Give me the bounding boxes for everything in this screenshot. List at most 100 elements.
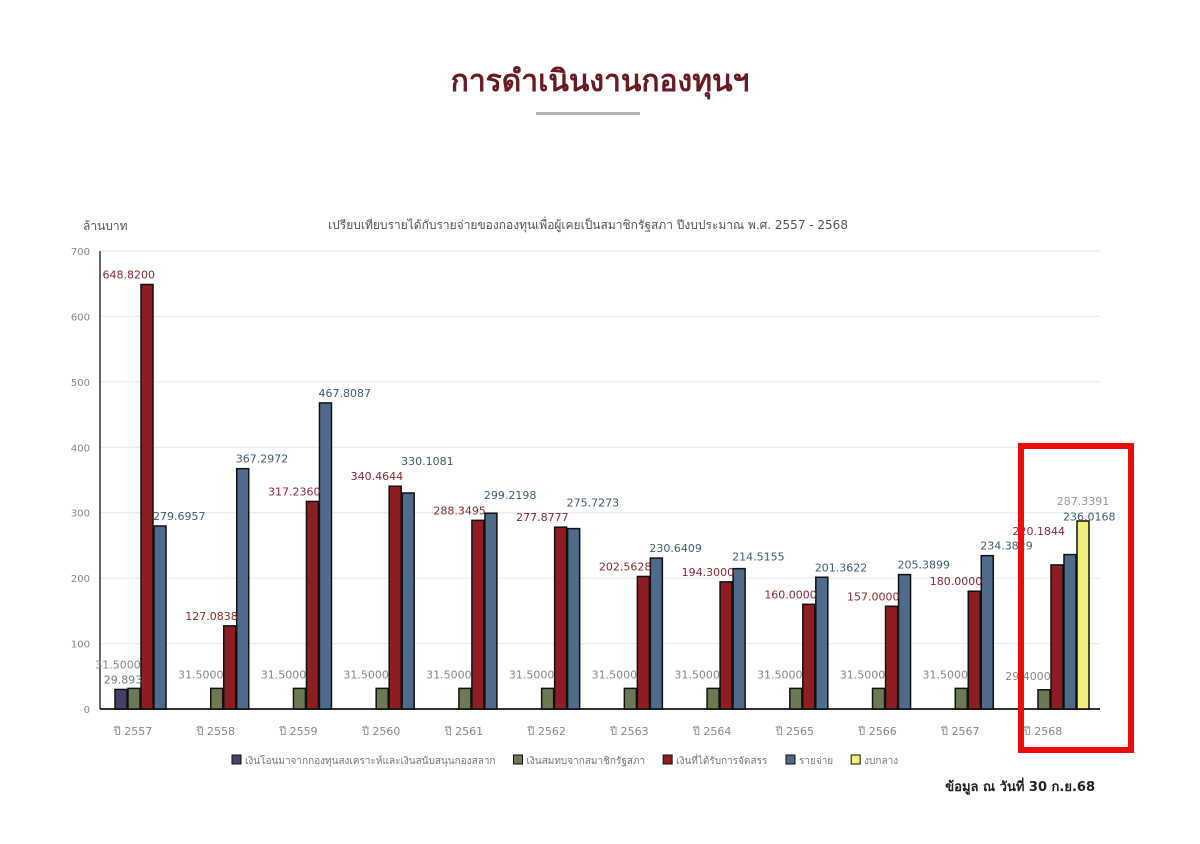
data-label: 31.5000 (840, 668, 886, 681)
bar-1 (292, 687, 307, 710)
data-label: 340.4644 (351, 470, 404, 483)
x-tick-label: ปี 2557 (113, 725, 153, 738)
data-label: 31.5000 (261, 668, 307, 681)
bar-2 (140, 283, 154, 710)
data-label: 205.3899 (898, 559, 951, 572)
bar-3 (649, 557, 664, 710)
x-tick-label: ปี 2562 (526, 725, 566, 738)
data-label: 279.6957 (153, 510, 206, 523)
bar-3 (153, 525, 167, 710)
bar-3 (566, 527, 581, 710)
bar-1 (127, 687, 141, 710)
bar-1 (375, 687, 389, 710)
bar-1 (706, 687, 720, 710)
legend-swatch (850, 754, 861, 765)
x-tick-label: ปี 2568 (1023, 725, 1063, 738)
data-label: 317.2360 (268, 485, 321, 498)
bar-2 (1050, 564, 1064, 710)
data-label: 160.0000 (764, 588, 817, 601)
data-label: 31.5000 (178, 668, 224, 681)
bar-2 (471, 519, 485, 710)
bar-2 (884, 605, 899, 710)
data-label: 287.3391 (1057, 495, 1110, 508)
data-label: 29.893 (104, 673, 143, 686)
legend-swatch (785, 754, 796, 765)
data-label: 220.1844 (1013, 525, 1066, 538)
y-tick-label: 600 (71, 312, 90, 323)
bar-2 (553, 526, 568, 710)
data-label: 367.2972 (236, 453, 289, 466)
data-label: 180.0000 (930, 575, 983, 588)
bar-2 (636, 575, 651, 710)
bar-3 (732, 567, 746, 710)
data-label: 157.0000 (847, 590, 900, 603)
x-tick-label: ปี 2559 (278, 725, 318, 738)
x-tick-label: ปี 2566 (857, 725, 897, 738)
bar-2 (802, 603, 816, 710)
data-label: 202.5628 (599, 560, 652, 573)
bar-2 (719, 581, 733, 710)
data-label: 277.8777 (516, 511, 569, 524)
legend-label: เงินที่ได้รับการจัดสรร (676, 753, 768, 767)
data-label: 275.7273 (567, 497, 620, 510)
bar-2 (967, 590, 982, 710)
y-tick-label: 200 (71, 574, 90, 585)
bar-2 (305, 500, 320, 710)
data-label: 230.6409 (649, 542, 702, 555)
x-tick-label: ปี 2560 (361, 725, 401, 738)
data-label: 467.8087 (318, 387, 371, 400)
data-label: 288.3495 (433, 504, 486, 517)
data-label: 31.5000 (674, 668, 720, 681)
x-tick-label: ปี 2561 (444, 725, 484, 738)
bar-1 (458, 687, 472, 710)
data-label: 201.3622 (815, 561, 868, 574)
data-label: 648.8200 (103, 268, 156, 281)
bar-3 (484, 512, 498, 710)
highlight-box (1018, 443, 1134, 753)
page-heading: การดำเนินงานกองทุนฯ (450, 64, 750, 99)
bar-3 (980, 554, 995, 710)
data-label: 127.0838 (185, 610, 238, 623)
data-label: 214.5155 (732, 551, 785, 564)
legend-swatch (662, 754, 673, 765)
y-tick-label: 500 (71, 378, 90, 389)
bar-1 (789, 687, 803, 710)
legend-label: เงินโอนมาจากกองทุนสงเคราะห์และเงินสนับสน… (245, 754, 496, 767)
data-label: 31.5000 (95, 658, 141, 671)
y-tick-label: 100 (71, 640, 90, 651)
bar-1 (623, 687, 638, 710)
source-note: ข้อมูล ณ วันที่ 30 ก.ย.68 (945, 780, 1095, 795)
legend-label: รายจ่าย (799, 756, 833, 767)
bar-3 (401, 492, 415, 710)
legend-swatch (513, 754, 523, 765)
bar-4 (1076, 520, 1090, 710)
bar-0 (114, 688, 128, 710)
bar-3 (897, 573, 912, 710)
bar-3 (815, 576, 829, 710)
bar-1 (954, 687, 969, 710)
bar-3 (1063, 553, 1077, 710)
x-tick-label: ปี 2567 (940, 725, 980, 738)
data-label: 31.5000 (757, 668, 803, 681)
y-tick-label: 400 (71, 443, 90, 454)
x-tick-label: ปี 2558 (195, 725, 235, 738)
x-tick-label: ปี 2564 (692, 725, 732, 738)
bar-2 (388, 485, 402, 710)
legend-swatch (231, 754, 242, 765)
bar-3 (318, 402, 333, 710)
data-label: 236.0168 (1063, 511, 1116, 524)
bar-1 (871, 687, 886, 710)
bar-3 (235, 467, 250, 710)
heading-divider (536, 112, 640, 115)
y-tick-label: 0 (84, 705, 90, 716)
data-label: 29.4000 (1005, 670, 1051, 683)
bar-2 (222, 625, 237, 710)
data-label: 194.3000 (682, 566, 735, 579)
bar-1 (540, 687, 555, 710)
y-tick-label: 700 (71, 247, 90, 258)
legend-label: เงินสมทบจากสมาชิกรัฐสภา (527, 756, 646, 767)
data-label: 330.1081 (401, 455, 454, 468)
data-label: 31.5000 (343, 668, 389, 681)
bar-1 (209, 687, 224, 710)
